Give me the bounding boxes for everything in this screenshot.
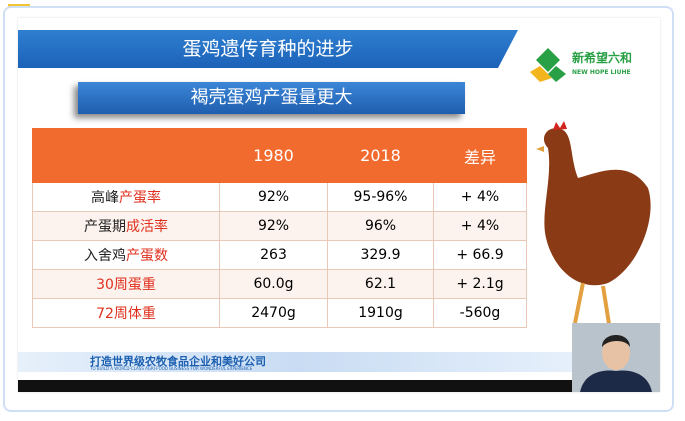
title: 蛋鸡遗传育种的进步 bbox=[18, 30, 518, 68]
label-part: 30周蛋重 bbox=[96, 277, 156, 293]
label-part: 入舍鸡 bbox=[84, 248, 126, 264]
footer: 打造世界级农牧食品企业和美好公司 TO BUILD A WORLD-CLASS … bbox=[18, 352, 578, 372]
footer-text: 打造世界级农牧食品企业和美好公司 bbox=[90, 355, 266, 368]
label-part: 产蛋期 bbox=[84, 219, 126, 235]
cell: 62.1 bbox=[327, 269, 434, 299]
row-label: 30周蛋重 bbox=[32, 269, 220, 299]
tab-mark bbox=[8, 4, 30, 7]
header-row: 1980 2018 差异 bbox=[32, 128, 527, 183]
footer-subtext: TO BUILD A WORLD-CLASS AGRI-FOOD BUSINES… bbox=[90, 366, 253, 371]
label-part: 产蛋率 bbox=[119, 190, 161, 206]
logo: 新希望六和 NEW HOPE LIUHE bbox=[530, 46, 660, 82]
row: 高峰产蛋率 92% 95-96% + 4% bbox=[32, 182, 527, 212]
row-label: 高峰产蛋率 bbox=[32, 182, 220, 212]
label-part: 72周体重 bbox=[96, 306, 156, 322]
person bbox=[572, 323, 660, 392]
frame bbox=[3, 6, 674, 412]
cell: + 66.9 bbox=[433, 240, 527, 270]
hen bbox=[536, 121, 651, 325]
row-label: 产蛋期成活率 bbox=[32, 211, 220, 241]
header-cell bbox=[32, 128, 220, 183]
row: 产蛋期成活率 92% 96% + 4% bbox=[32, 211, 527, 241]
cell: + 2.1g bbox=[433, 269, 527, 299]
webcam bbox=[572, 323, 660, 392]
row-label: 入舍鸡产蛋数 bbox=[32, 240, 220, 270]
cell: 96% bbox=[327, 211, 434, 241]
cell: 263 bbox=[219, 240, 328, 270]
cell: 60.0g bbox=[219, 269, 328, 299]
cell: 1910g bbox=[327, 298, 434, 328]
table: 1980 2018 差异 高峰产蛋率 92% 95-96% + 4% 产蛋期成活率 92% 96%… bbox=[32, 128, 527, 328]
logo-text: 新希望六和 bbox=[572, 50, 632, 65]
label-part: 高峰 bbox=[91, 190, 119, 206]
slide: 蛋鸡遗传育种的进步 新希望六和 NEW HOPE LIUHE 褐壳蛋鸡产蛋量更大… bbox=[18, 18, 660, 392]
header-cell: 1980 bbox=[219, 128, 328, 183]
header-cell: 差异 bbox=[433, 128, 527, 183]
row-label: 72周体重 bbox=[32, 298, 220, 328]
cell: 92% bbox=[219, 182, 328, 212]
cell: + 4% bbox=[433, 182, 527, 212]
cell: 2470g bbox=[219, 298, 328, 328]
logo-en: NEW HOPE LIUHE bbox=[572, 69, 631, 76]
logo-icon: 新希望六和 NEW HOPE LIUHE bbox=[530, 48, 632, 82]
bottom-bar bbox=[18, 380, 660, 392]
subtitle: 褐壳蛋鸡产蛋量更大 bbox=[78, 82, 465, 114]
cell: 95-96% bbox=[327, 182, 434, 212]
cell: 92% bbox=[219, 211, 328, 241]
cell: 329.9 bbox=[327, 240, 434, 270]
cell: + 4% bbox=[433, 211, 527, 241]
row: 30周蛋重 60.0g 62.1 + 2.1g bbox=[32, 269, 527, 299]
row: 72周体重 2470g 1910g -560g bbox=[32, 298, 527, 328]
header-cell: 2018 bbox=[327, 128, 434, 183]
row: 入舍鸡产蛋数 263 329.9 + 66.9 bbox=[32, 240, 527, 270]
label-part: 成活率 bbox=[126, 219, 168, 235]
cell: -560g bbox=[433, 298, 527, 328]
label-part: 产蛋数 bbox=[126, 248, 168, 264]
